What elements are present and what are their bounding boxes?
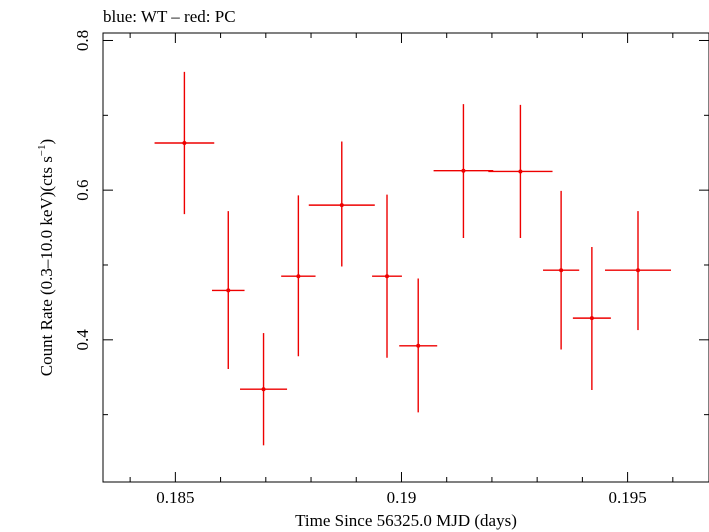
data-point <box>572 247 611 390</box>
point-marker <box>589 316 594 321</box>
data-point <box>399 278 438 413</box>
y-tick-label: 0.4 <box>73 329 92 351</box>
point-marker <box>226 288 231 293</box>
x-tick-label: 0.195 <box>608 488 646 507</box>
y-axis-label-superscript: −1 <box>36 144 48 156</box>
x-tick-label: 0.185 <box>156 488 194 507</box>
data-point <box>308 141 375 267</box>
data-point <box>240 333 288 446</box>
y-axis-label-end: ) <box>37 139 56 145</box>
data-point <box>433 104 494 239</box>
point-marker <box>296 274 301 279</box>
axis-ticks <box>103 33 709 482</box>
point-marker <box>559 268 564 273</box>
x-tick-labels: 0.185 0.19 0.195 <box>156 488 646 507</box>
data-point <box>372 194 402 358</box>
point-marker <box>518 169 523 174</box>
y-tick-label: 0.8 <box>73 30 92 51</box>
point-marker <box>261 387 266 392</box>
y-tick-labels: 0.4 0.6 0.8 <box>73 30 92 351</box>
point-marker <box>182 141 187 146</box>
data-point <box>543 190 580 350</box>
point-marker <box>635 268 640 273</box>
data-series <box>154 71 672 446</box>
point-marker <box>416 343 421 348</box>
data-point <box>488 104 553 239</box>
y-axis-label-main: Count Rate (0.3–10.0 keV)(cts s <box>37 156 56 376</box>
point-marker <box>385 274 390 279</box>
point-marker <box>461 168 466 173</box>
data-point <box>281 195 316 357</box>
y-axis-label: Count Rate (0.3–10.0 keV)(cts s−1) <box>36 139 56 376</box>
x-tick-label: 0.19 <box>387 488 417 507</box>
y-tick-label: 0.6 <box>73 180 92 201</box>
chart-title: blue: WT – red: PC <box>103 7 236 26</box>
x-axis-label: Time Since 56325.0 MJD (days) <box>295 511 517 530</box>
data-point <box>211 211 245 370</box>
point-marker <box>339 203 344 208</box>
plot-frame <box>102 32 709 483</box>
data-point <box>604 211 672 331</box>
data-point <box>154 71 215 215</box>
